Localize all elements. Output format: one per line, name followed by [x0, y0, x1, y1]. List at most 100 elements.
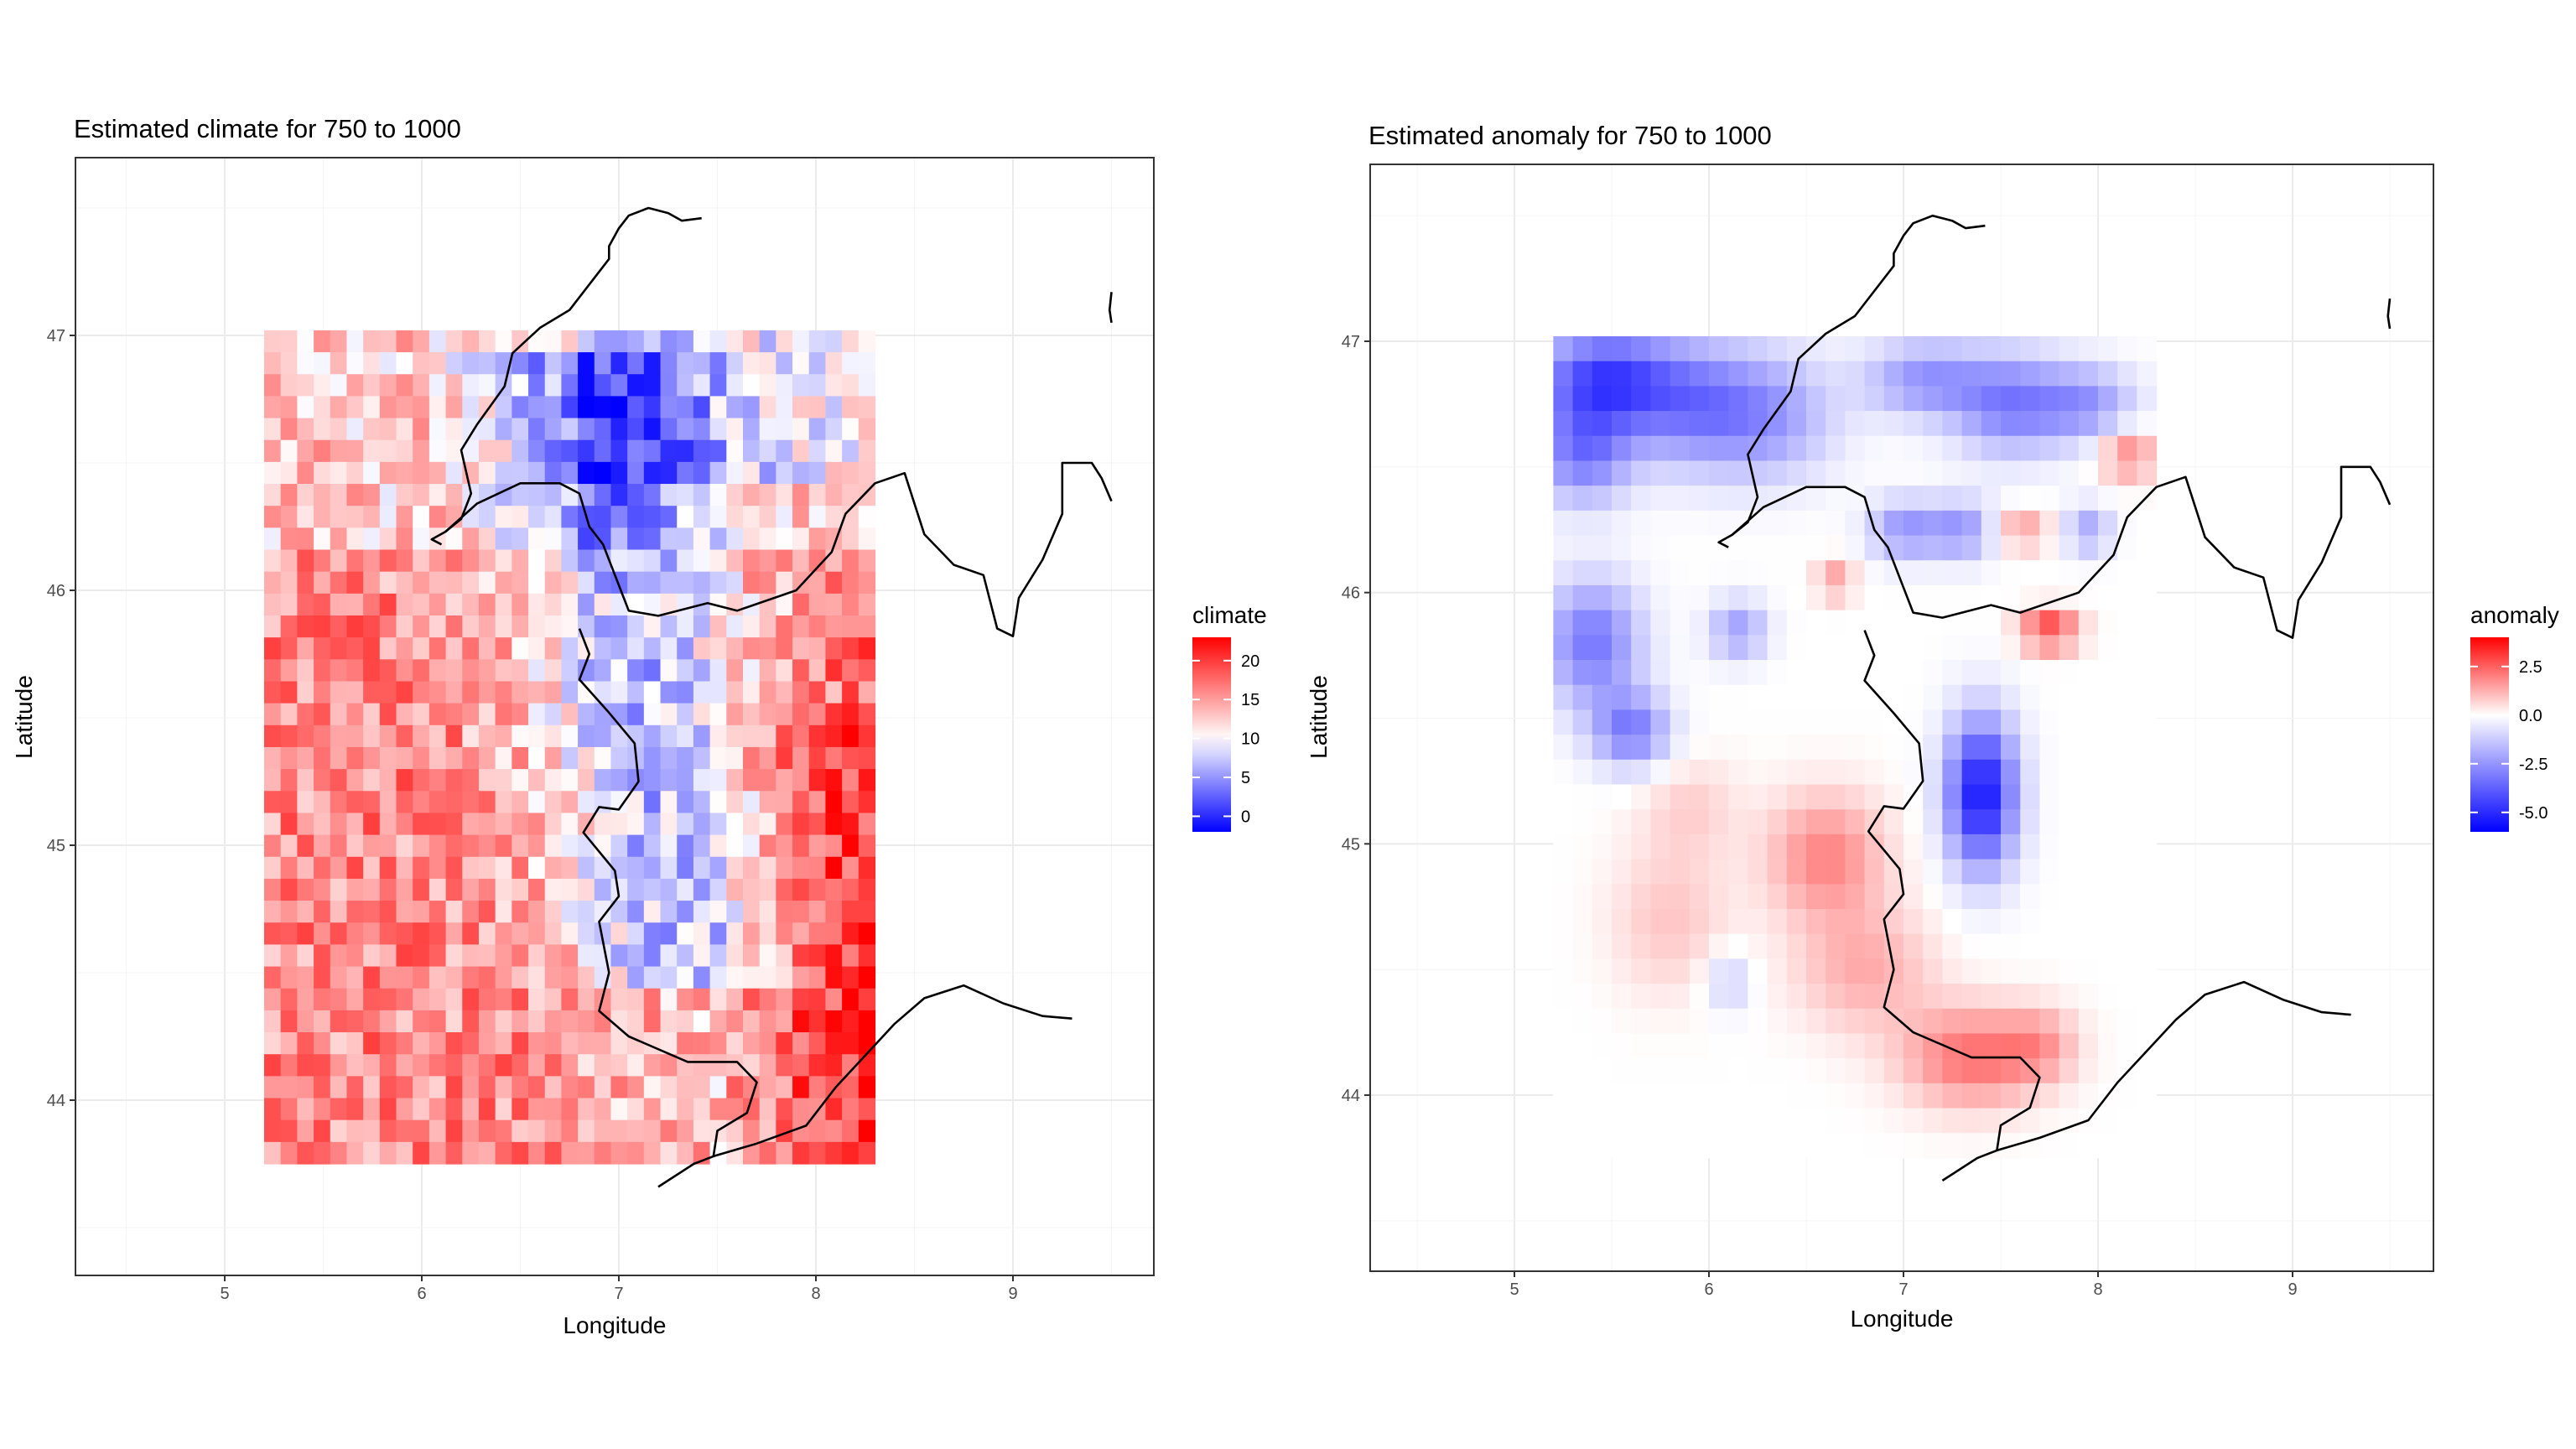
- heatmap-cell: [1883, 784, 1904, 810]
- heatmap-cell: [1864, 610, 1885, 636]
- heatmap-cell: [445, 922, 463, 945]
- heatmap-cell: [396, 549, 413, 573]
- heatmap-cell: [528, 352, 546, 375]
- heatmap-cell: [808, 637, 827, 660]
- heatmap-cell: [428, 769, 447, 792]
- heatmap-cell: [2001, 1108, 2021, 1134]
- heatmap-cell: [808, 352, 827, 375]
- heatmap-cell: [544, 549, 563, 573]
- heatmap-cell: [2137, 510, 2158, 537]
- heatmap-cell: [330, 1054, 348, 1077]
- heatmap-cell: [1806, 884, 1826, 910]
- heatmap-cell: [478, 703, 496, 726]
- heatmap-cell: [1592, 510, 1613, 537]
- heatmap-cell: [2059, 460, 2080, 486]
- heatmap-cell: [578, 922, 595, 945]
- heatmap-cell: [297, 856, 314, 880]
- heatmap-cell: [1767, 884, 1788, 910]
- heatmap-cell: [561, 791, 579, 814]
- heatmap-cell: [1942, 859, 1963, 885]
- heatmap-cell: [413, 571, 430, 595]
- heatmap-cell: [693, 681, 711, 704]
- heatmap-cell: [1883, 735, 1904, 761]
- heatmap-cell: [858, 593, 876, 616]
- heatmap-cell: [858, 791, 876, 814]
- heatmap-cell: [428, 1119, 447, 1143]
- heatmap-cell: [825, 769, 843, 792]
- heatmap-cell: [1903, 361, 1924, 387]
- heatmap-cell: [1806, 1008, 1826, 1035]
- heatmap-cell: [1961, 759, 1982, 786]
- heatmap-cell: [1961, 1108, 1982, 1134]
- heatmap-cell: [1864, 784, 1885, 810]
- heatmap-cell: [1961, 859, 1982, 885]
- heatmap-cell: [1689, 884, 1710, 910]
- heatmap-cell: [792, 769, 810, 792]
- heatmap-cell: [2098, 784, 2118, 810]
- heatmap-cell: [776, 1032, 793, 1055]
- heatmap-cell: [346, 593, 364, 616]
- heatmap-cell: [709, 769, 727, 792]
- heatmap-cell: [363, 637, 381, 660]
- heatmap-cell: [561, 966, 579, 989]
- heatmap-cell: [1883, 1083, 1904, 1109]
- heatmap-cell: [792, 988, 810, 1011]
- heatmap-cell: [363, 746, 381, 770]
- heatmap-cell: [330, 769, 348, 792]
- heatmap-cell: [1670, 535, 1690, 561]
- heatmap-cell: [2001, 709, 2021, 735]
- heatmap-cell: [1572, 411, 1593, 437]
- heatmap-cell: [2137, 435, 2158, 462]
- heatmap-cell: [792, 637, 810, 660]
- heatmap-cell: [2098, 735, 2118, 761]
- legend-tick-label: 2.5: [2519, 658, 2542, 677]
- heatmap-cell: [1923, 435, 1943, 462]
- heatmap-cell: [1786, 361, 1807, 387]
- heatmap-cell: [1728, 635, 1748, 661]
- heatmap-cell: [561, 944, 579, 968]
- heatmap-cell: [1923, 859, 1943, 885]
- heatmap-cell: [643, 549, 662, 573]
- heatmap-cell: [2117, 1008, 2137, 1035]
- heatmap-cell: [478, 549, 496, 573]
- heatmap-cell: [759, 461, 776, 485]
- heatmap-cell: [1670, 361, 1690, 387]
- heatmap-cell: [808, 703, 827, 726]
- heatmap-cell: [428, 1032, 447, 1055]
- heatmap-cell: [1767, 759, 1788, 786]
- heatmap-cell: [627, 1054, 645, 1077]
- heatmap-cell: [1806, 684, 1826, 711]
- heatmap-cell: [677, 1076, 694, 1099]
- heatmap-cell: [610, 1076, 628, 1099]
- heatmap-cell: [297, 878, 314, 901]
- heatmap-cell: [792, 330, 810, 353]
- heatmap-cell: [1689, 958, 1710, 984]
- heatmap-cell: [363, 944, 381, 968]
- heatmap-cell: [264, 396, 282, 419]
- heatmap-cell: [2137, 610, 2158, 636]
- heatmap-cell: [2059, 933, 2080, 959]
- heatmap-cell: [2117, 510, 2137, 537]
- heatmap-cell: [742, 769, 761, 792]
- heatmap-cell: [2078, 486, 2099, 512]
- heatmap-cell: [528, 374, 546, 397]
- heatmap-cell: [594, 396, 612, 419]
- heatmap-cell: [610, 1054, 628, 1077]
- heatmap-cell: [578, 1054, 595, 1077]
- heatmap-cell: [297, 374, 314, 397]
- heatmap-cell: [528, 1032, 546, 1055]
- heatmap-cell: [1826, 984, 1846, 1010]
- heatmap-cell: [776, 791, 793, 814]
- heatmap-cell: [1942, 958, 1963, 984]
- heatmap-cell: [1689, 411, 1710, 437]
- heatmap-cell: [578, 549, 595, 573]
- heatmap-cell: [396, 1098, 413, 1121]
- heatmap-cell: [1650, 435, 1671, 462]
- legend-colorbar: [2470, 637, 2509, 832]
- heatmap-cell: [776, 944, 793, 968]
- heatmap-cell: [478, 922, 496, 945]
- heatmap-cell: [1806, 958, 1826, 984]
- heatmap-cell: [610, 878, 628, 901]
- heatmap-cell: [825, 549, 843, 573]
- heatmap-cell: [314, 1076, 331, 1099]
